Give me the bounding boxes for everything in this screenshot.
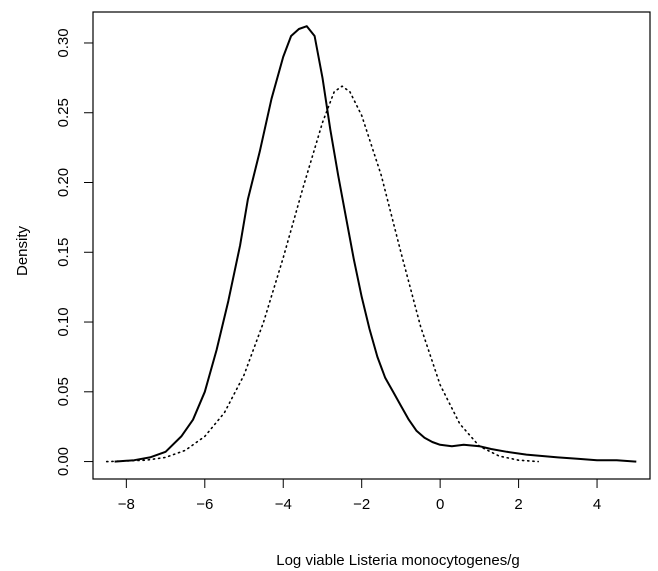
solid-density-curve (114, 25, 637, 463)
x-tick-label: 0 (436, 496, 444, 513)
x-tick-label: −2 (353, 496, 370, 513)
y-tick-label: 0.20 (55, 168, 72, 197)
x-tick-label: −8 (118, 496, 135, 513)
y-axis-title: Density (14, 225, 31, 276)
x-tick-label: 4 (593, 496, 601, 513)
y-tick-label: 0.30 (55, 28, 72, 57)
y-tick-label: 0.00 (55, 447, 72, 476)
x-tick-label: −6 (196, 496, 213, 513)
y-axis: 0.00 0.05 0.10 0.15 0.20 0.25 0.30 (55, 28, 94, 476)
x-axis: −8 −6 −4 −2 0 2 4 (118, 478, 601, 513)
y-tick-label: 0.05 (55, 377, 72, 406)
plot-frame (92, 11, 651, 480)
series-layer (105, 25, 637, 463)
x-tick-label: −4 (275, 496, 292, 513)
y-tick-label: 0.10 (55, 307, 72, 336)
dotted-density-curve (105, 85, 539, 463)
y-tick-label: 0.15 (55, 238, 72, 267)
x-tick-label: 2 (514, 496, 522, 513)
y-tick-label: 0.25 (55, 98, 72, 127)
x-axis-title: Log viable Listeria monocytogenes/g (276, 552, 520, 569)
